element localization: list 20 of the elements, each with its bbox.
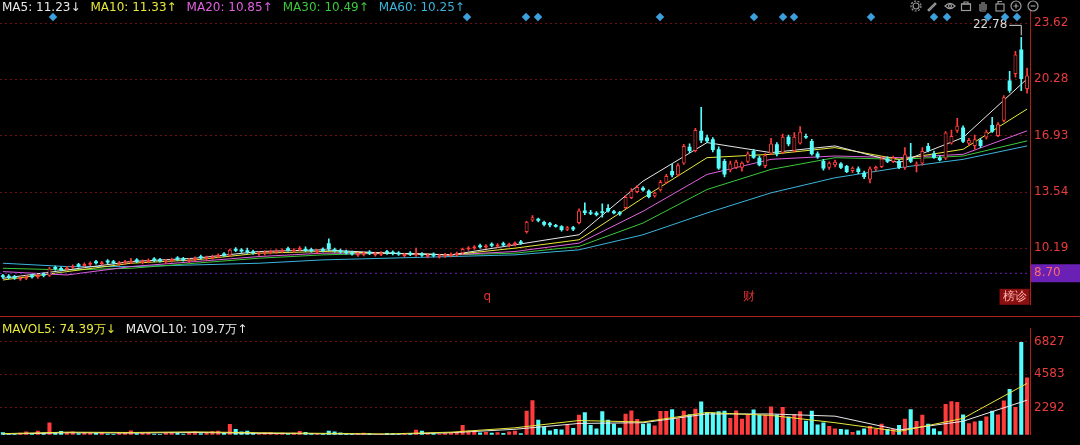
y-tick-label: 16.93	[1034, 127, 1069, 142]
text: MAVOL5: 74.39万↓	[2, 322, 116, 336]
y-tick-label: 13.54	[1034, 184, 1069, 199]
y-tick-label: 10.19	[1034, 240, 1069, 255]
text: MAVOL10: 109.7万↑	[125, 322, 248, 336]
y-tick-label: 23.62	[1034, 15, 1069, 30]
y-tick-label: 4583	[1034, 366, 1065, 381]
y-tick-label: 6827	[1034, 333, 1065, 348]
annotation: q	[483, 288, 491, 303]
text: MA5: 11.23↓	[2, 0, 81, 14]
y-tick-label: 2292	[1034, 399, 1065, 414]
annotation: 财	[742, 288, 755, 303]
y-tick-label: 20.28	[1034, 71, 1069, 86]
ref-line-label: 8.70	[1034, 265, 1061, 280]
text: MA30: 10.49↑	[282, 0, 369, 14]
text: MA10: 11.33↑	[90, 0, 177, 14]
annotation: 22.78	[972, 17, 1008, 32]
annotation: 榜诊	[1002, 288, 1027, 303]
text: MA20: 10.85↑	[186, 0, 273, 14]
text: MA60: 10.25↑	[378, 0, 465, 14]
